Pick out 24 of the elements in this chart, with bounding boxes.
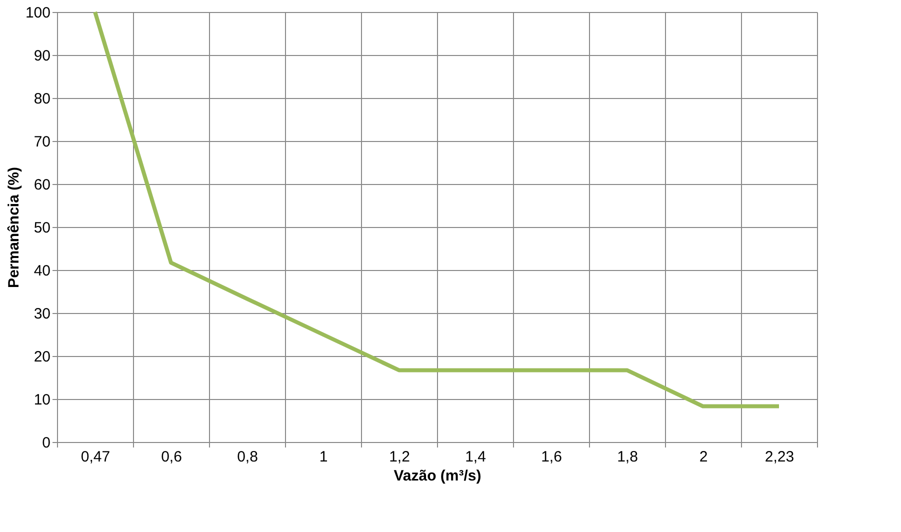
y-axis-title: Permanência (%) bbox=[5, 167, 22, 288]
y-tick-label: 10 bbox=[34, 392, 50, 408]
x-tick-label: 0,47 bbox=[80, 448, 110, 466]
y-tick-label: 50 bbox=[34, 220, 50, 236]
y-tick-label: 30 bbox=[34, 306, 50, 322]
x-tick-label: 2 bbox=[699, 448, 708, 466]
y-tick-label: 60 bbox=[34, 176, 50, 194]
x-tick-label: 1 bbox=[319, 448, 328, 466]
x-tick-label: 0,8 bbox=[237, 448, 258, 466]
line-series bbox=[93, 10, 781, 408]
x-tick-label: 2,23 bbox=[764, 448, 794, 466]
x-tick-label: 1,4 bbox=[465, 448, 486, 466]
y-tick-label: 80 bbox=[34, 90, 50, 108]
y-tick-label: 0 bbox=[42, 434, 50, 452]
x-tick-label: 0,6 bbox=[161, 448, 182, 466]
x-axis-title: Vazão (m³/s) bbox=[394, 468, 482, 484]
x-tick-label: 1,6 bbox=[541, 448, 562, 466]
y-tick-label: 90 bbox=[34, 48, 50, 64]
y-tick-label: 20 bbox=[34, 348, 50, 366]
x-tick-label: 1,8 bbox=[617, 448, 638, 466]
y-tick-label: 40 bbox=[34, 262, 50, 280]
x-tick-label: 1,2 bbox=[389, 448, 410, 466]
y-tick-label: 100 bbox=[25, 4, 50, 22]
y-tick-label: 70 bbox=[34, 134, 50, 150]
